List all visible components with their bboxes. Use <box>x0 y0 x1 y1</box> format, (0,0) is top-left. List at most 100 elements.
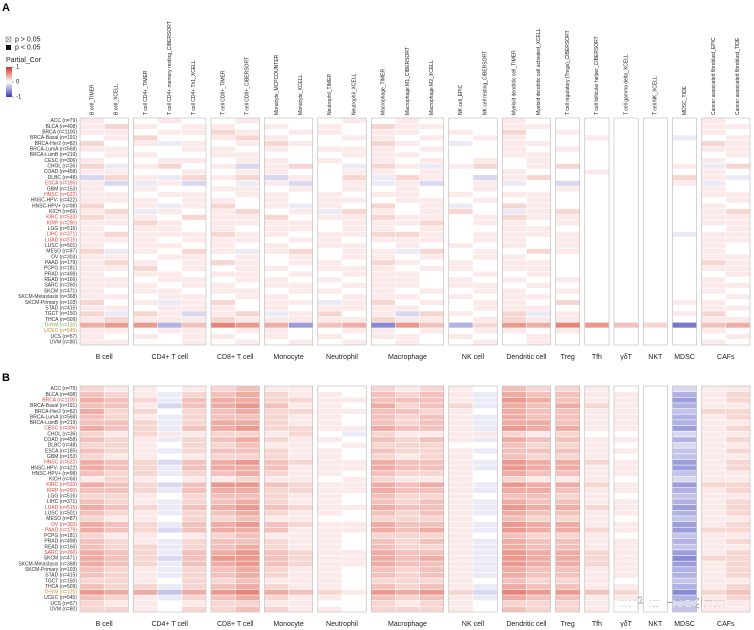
heatmap-cell <box>449 248 473 254</box>
heatmap-cell <box>342 163 366 169</box>
heatmap-cell <box>419 186 444 192</box>
group-label: Macrophage <box>388 621 427 628</box>
heatmap-cell <box>264 589 289 595</box>
heatmap-cell <box>502 454 527 460</box>
heatmap-cell <box>555 175 580 181</box>
heatmap-cell <box>182 425 206 431</box>
heatmap-cell <box>502 431 527 437</box>
heatmap-cell <box>318 203 342 209</box>
heatmap-cell <box>526 243 551 249</box>
heatmap-cell <box>264 555 289 561</box>
heatmap-cell <box>318 254 342 260</box>
heatmap-cell <box>419 578 444 584</box>
heatmap-cell <box>473 595 497 601</box>
heatmap-cell <box>264 567 289 573</box>
heatmap-cell <box>526 277 551 283</box>
row-label: BRCA-Her2 (n=82) <box>35 141 78 147</box>
heatmap-cell <box>371 288 396 294</box>
heatmap-cell <box>133 488 158 494</box>
heatmap-cell <box>526 397 551 403</box>
heatmap-cell <box>133 141 158 147</box>
heatmap-cell <box>643 397 668 403</box>
heatmap-cell <box>133 504 158 510</box>
heatmap-cell <box>371 254 396 260</box>
heatmap-cell <box>211 158 235 164</box>
heatmap-cell <box>157 311 182 317</box>
heatmap-cell <box>80 476 104 482</box>
heatmap-cell <box>371 533 396 539</box>
heatmap-cell <box>701 448 726 454</box>
heatmap-cell <box>555 431 580 437</box>
heatmap-cell <box>526 510 551 516</box>
heatmap-cell <box>80 595 104 601</box>
heatmap-cell <box>672 220 697 226</box>
heatmap-cell <box>80 504 104 510</box>
heatmap-cell <box>701 397 726 403</box>
heatmap-cell <box>211 226 235 232</box>
heatmap-cell <box>449 311 473 317</box>
group-box <box>370 117 445 346</box>
heatmap-cell <box>182 533 206 539</box>
heatmap-cell <box>264 510 289 516</box>
heatmap-cell <box>211 431 235 437</box>
heatmap-cell <box>643 311 668 317</box>
heatmap-cell <box>342 403 366 409</box>
heatmap-cell <box>395 226 420 232</box>
heatmap-cell <box>502 152 527 158</box>
heatmap-cell <box>672 567 697 573</box>
heatmap-cell <box>104 465 129 471</box>
heatmap-cell <box>342 248 366 254</box>
heatmap-cell <box>318 299 342 305</box>
heatmap-cell <box>288 186 313 192</box>
heatmap-cell <box>211 606 235 612</box>
heatmap-cell <box>157 180 182 186</box>
heatmap-cell <box>449 510 473 516</box>
heatmap-cell <box>449 425 473 431</box>
heatmap-cell <box>701 123 726 130</box>
heatmap-cell <box>318 277 342 283</box>
heatmap-cell <box>419 231 444 237</box>
heatmap-cell <box>672 414 697 420</box>
heatmap-cell <box>371 555 396 561</box>
heatmap-cell <box>133 305 158 311</box>
heatmap-cell <box>182 493 206 499</box>
column-label: T cell NK_XCELL <box>653 76 659 115</box>
heatmap-cell <box>614 163 638 169</box>
heatmap-cell <box>419 589 444 595</box>
heatmap-cell <box>342 544 366 550</box>
heatmap-cell <box>288 397 313 403</box>
heatmap-cell <box>104 572 129 578</box>
heatmap-cell <box>502 504 527 510</box>
heatmap-cell <box>133 437 158 443</box>
heatmap-cell <box>672 197 697 203</box>
heatmap-cell <box>526 322 551 328</box>
heatmap-cell <box>395 288 420 294</box>
heatmap-cell <box>502 175 527 181</box>
heatmap-cell <box>585 158 609 164</box>
heatmap-cell <box>318 180 342 186</box>
heatmap-cell <box>585 152 609 158</box>
heatmap-cell <box>104 420 129 426</box>
heatmap-cell <box>264 282 289 288</box>
heatmap-cell <box>318 442 342 448</box>
heatmap-cell <box>235 180 260 186</box>
heatmap-cell <box>264 339 289 345</box>
heatmap-cell <box>264 169 289 175</box>
heatmap-cell <box>235 214 260 220</box>
heatmap-cell <box>585 589 609 595</box>
group-box <box>584 385 610 613</box>
heatmap-cell <box>342 510 366 516</box>
heatmap-cell <box>701 146 726 152</box>
heatmap-cell <box>449 288 473 294</box>
heatmap-cell <box>555 397 580 403</box>
heatmap-cell <box>585 141 609 147</box>
heatmap-cell <box>555 322 580 328</box>
heatmap-cell <box>264 476 289 482</box>
heatmap-cell <box>726 141 750 147</box>
heatmap-cell <box>342 299 366 305</box>
heatmap-cell <box>726 288 750 294</box>
heatmap-cell <box>235 454 260 460</box>
column-label: T cell CD4+_TIMER <box>143 70 149 115</box>
heatmap-cell <box>182 322 206 328</box>
heatmap-cell <box>614 123 638 130</box>
